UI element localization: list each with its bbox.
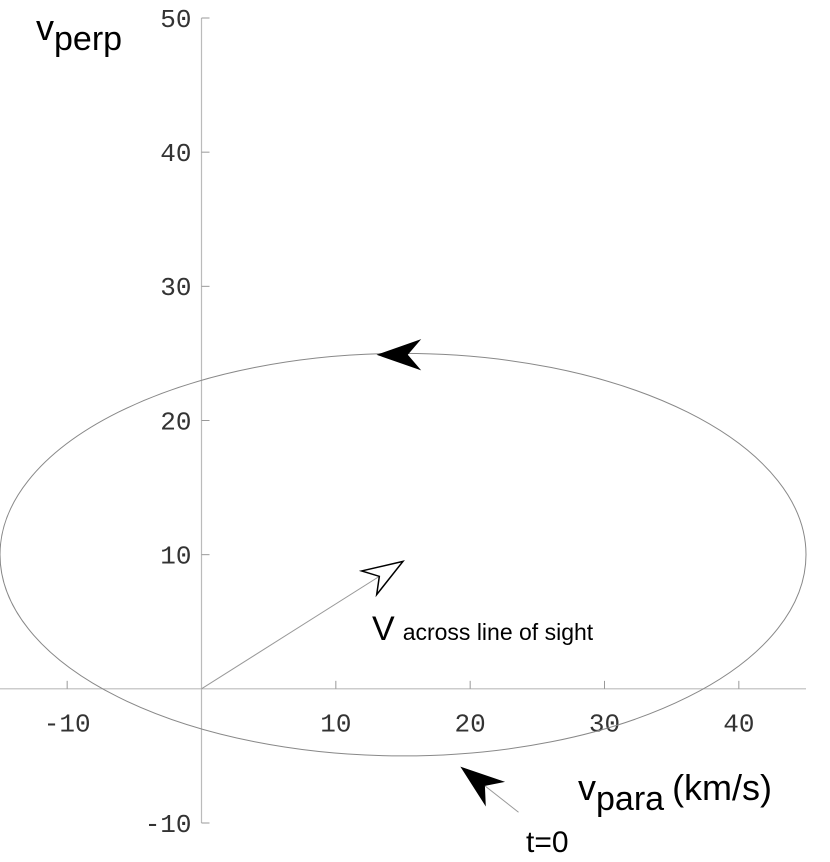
y-label-sub: perp [54, 20, 122, 58]
arrow-label-rest: across line of sight [403, 619, 594, 645]
x-tick-label: 20 [455, 710, 486, 740]
y-tick-label: 40 [160, 139, 191, 169]
x-label-sub: para [596, 780, 664, 818]
arrow-shaft [201, 560, 404, 690]
orbit [0, 352, 807, 757]
arrow-label-main: V [372, 610, 395, 648]
y-label-main: v [36, 7, 54, 48]
y-tick-label: -10 [145, 810, 192, 840]
y-tick-label: 30 [160, 273, 191, 303]
arrow-label: t=0 [526, 826, 569, 859]
x-tick-label: 40 [723, 710, 754, 740]
x-label-unit: (km/s) [672, 767, 772, 808]
y-axis-label: vperp [36, 7, 122, 58]
y-tick-label: 50 [160, 5, 191, 35]
direction-marker [376, 339, 422, 371]
y-tick-label: 20 [160, 407, 191, 437]
y-tick-label: 10 [160, 542, 191, 572]
x-axis-label: vpara (km/s) [578, 767, 772, 818]
arrow-head [460, 766, 506, 807]
x-label-main: v [578, 767, 596, 808]
arrow-head [358, 560, 405, 598]
x-tick-label: 10 [320, 710, 351, 740]
x-tick-label: 30 [589, 710, 620, 740]
x-tick-label: -10 [44, 710, 91, 740]
